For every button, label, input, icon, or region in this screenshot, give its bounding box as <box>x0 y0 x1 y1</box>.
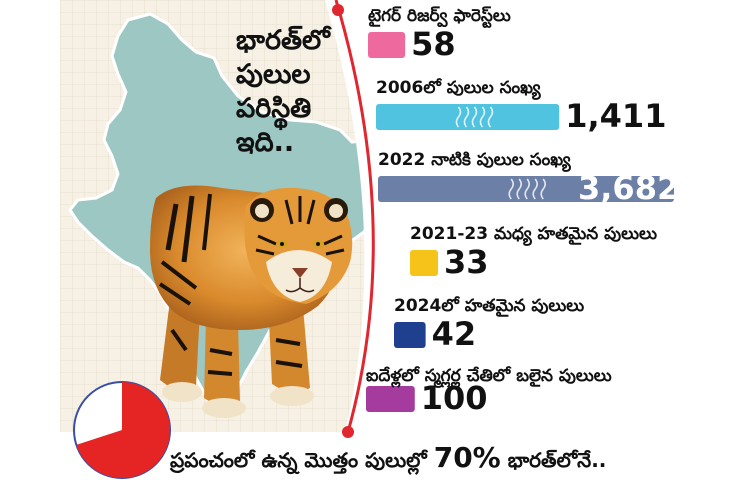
bar-5 <box>394 322 426 348</box>
bar-label-1: టైగర్ రిజర్వ్ ఫారెస్ట్‌లు <box>368 6 511 26</box>
bar-value-4: 33 <box>444 243 489 281</box>
divider-line <box>334 0 375 433</box>
bar-label-3: 2022 నాటికి పులుల సంఖ్య <box>378 150 571 170</box>
title-line-4: ఇది.. <box>236 127 295 158</box>
bar-value-2: 1,411 <box>565 97 667 135</box>
bar-value-6: 100 <box>420 379 488 417</box>
bar-wave-3 <box>508 178 546 200</box>
title-line-3: పరిస్థితి <box>236 93 312 124</box>
bar-wave-2 <box>455 106 494 128</box>
bar-4 <box>410 250 439 276</box>
footer-caption: ప్రపంచంలో ఉన్న మొత్తం పులుల్లో 70% భారత్… <box>170 444 606 474</box>
bar-1 <box>368 32 406 58</box>
bar-label-5: 2024లో హతమైన పులులు <box>394 296 585 316</box>
bar-value-1: 58 <box>411 25 456 63</box>
bar-value-3: 3,682 <box>578 169 680 207</box>
title-line-2: పులుల <box>236 59 311 90</box>
bar-2 <box>376 104 560 130</box>
bar-group <box>366 32 674 412</box>
bar-3 <box>378 176 674 202</box>
divider-dot-top <box>332 4 344 16</box>
title-line-1: భారత్‌లో <box>236 25 330 56</box>
pie-slice-india <box>76 382 170 479</box>
divider-dot-bottom <box>342 426 354 438</box>
tiger-illustration <box>150 185 353 418</box>
bar-label-6: ఐదేళ్లలో స్మగ్లర్ల చేతిలో బలైన పులులు <box>366 366 612 386</box>
bar-6 <box>366 386 415 412</box>
bar-value-5: 42 <box>431 315 477 353</box>
pie-chart <box>73 381 171 479</box>
bar-label-4: 2021-23 మధ్య హతమైన పులులు <box>410 224 657 244</box>
footer-text-after: భారత్‌లోనే.. <box>507 448 607 472</box>
footer-text-before: ప్రపంచంలో ఉన్న మొత్తం పులుల్లో <box>170 448 427 472</box>
bar-label-2: 2006లో పులుల సంఖ్య <box>376 78 541 98</box>
footer-percent: 70% <box>433 441 501 474</box>
